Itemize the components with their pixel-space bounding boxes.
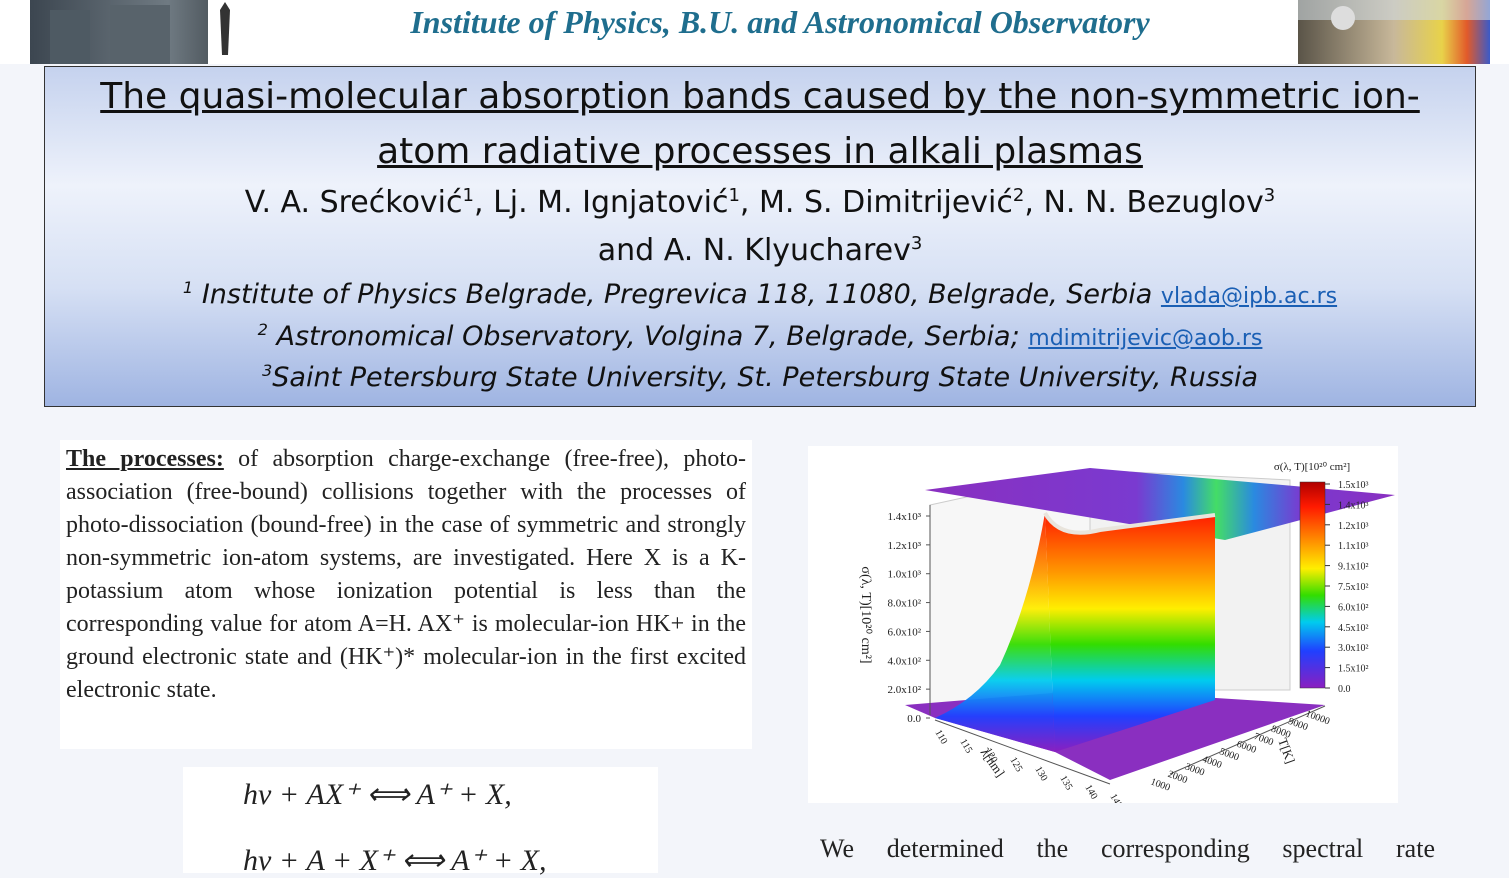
y-axis — [1169, 705, 1326, 775]
figure: σ(λ, T)[10²⁰ cm²] 1.5x10³ 1.4x10³ 1.2x10³ 1.… — [808, 446, 1398, 810]
plot-area: σ(λ, T)[10²⁰ cm²] 1.5x10³ 1.4x10³ 1.2x10³ 1.… — [858, 461, 1395, 810]
colorbar-tick-label: 1.1x10³ — [1338, 541, 1369, 552]
x-label: λ[nm] — [978, 745, 1008, 779]
email: vlada@ipb.ac.rs — [1160, 284, 1338, 309]
right-photo — [1298, 0, 1490, 64]
paragraph: of absorption charge-exchange (free-free… — [66, 446, 746, 703]
affil-marker: 1 — [728, 185, 740, 206]
affil-marker: 2 — [1012, 185, 1025, 206]
plot: σ(λ, T)[10²⁰ cm²] 1.5x10³ 1.4x10³ 1.2x10³ 1.… — [858, 461, 1395, 810]
title-line: atom radiative processes in alkali plasm… — [377, 131, 1143, 172]
colorbar-tick-label: 6.0x10² — [1338, 602, 1369, 613]
author-name: Lj. M. Ignjatović — [493, 185, 729, 220]
x-tick-label: 125 — [1007, 755, 1024, 773]
colorbar-tick-label: 0.0 — [1338, 684, 1351, 695]
left-photo — [30, 0, 260, 64]
colorbar-tick-label: 1.2x10³ — [1338, 521, 1369, 532]
author-name: N. N. Bezuglov — [1043, 185, 1264, 220]
separator: , — [473, 185, 484, 220]
affil-marker: 3 — [1263, 185, 1276, 206]
z-tick-label: 1.0x10³ — [887, 569, 921, 581]
x-tick-label: 115 — [957, 737, 974, 755]
authors: and A. N. Klyucharev3 — [597, 233, 923, 268]
ridge-surface — [935, 513, 1055, 752]
affiliation: 3Saint Petersburg State University, St. … — [44, 361, 1476, 393]
z-tick-label: 1.4x10³ — [887, 511, 921, 523]
affiliation: 2 Astronomical Observatory, Volgina 7, B… — [44, 320, 1476, 352]
equations: hν + AX⁺ ⟺ A⁺ + X, hν + A + X⁺ ⟺ A⁺ + X, — [183, 767, 658, 877]
z-tick-label: 1.2x10³ — [887, 540, 921, 552]
z-tick-label: 6.0x10² — [887, 626, 921, 638]
colorbar-tick-label: 7.5x10² — [1338, 582, 1369, 593]
affil-text: Institute of Physics Belgrade, Pregrevic… — [201, 279, 1153, 310]
colorbar-tick-label: 1.5x10³ — [1338, 480, 1369, 491]
author-name: M. S. Dimitrijević — [759, 185, 1013, 220]
affil-text: Astronomical Observatory, Volgina 7, Bel… — [276, 321, 1020, 352]
continuation-text: We determined the corresponding spectral… — [820, 834, 1435, 863]
title-line: The quasi-molecular absorption bands cau… — [100, 76, 1420, 117]
title-box — [44, 66, 1476, 407]
colorbar-tick-label: 1.5x10² — [1338, 664, 1369, 675]
wall-edge — [1043, 511, 1216, 535]
authors: V. A. Srećković1, Lj. M. Ignjatović1, M.… — [44, 185, 1476, 220]
institution: Institute of Physics, B.U. and Astronomi… — [410, 4, 1150, 40]
body-text: The processes: of absorption charge-exch… — [60, 440, 752, 749]
colorbar-tick-label: 1.4x10³ — [1338, 500, 1369, 511]
z-tick-label: 4.0x10² — [887, 655, 921, 667]
colorbar-label: σ(λ, T)[10²⁰ cm²] — [1274, 461, 1350, 473]
x-tick-label: 145 — [1107, 792, 1124, 803]
top-surface — [925, 468, 1395, 540]
x-tick-label: 140 — [1082, 783, 1099, 801]
x-tick-label: 135 — [1057, 774, 1074, 792]
separator: , — [1024, 185, 1034, 220]
y-label: T[K] — [1275, 736, 1298, 766]
z-tick-label: 0.0 — [907, 713, 921, 725]
z-tick-label: 2.0x10² — [887, 684, 921, 696]
equation: hν + A + X⁺ ⟺ A⁺ + X, — [243, 844, 547, 877]
lead: The processes: — [66, 446, 224, 472]
x-axis — [934, 719, 1111, 785]
affil-marker: 1 — [182, 278, 194, 297]
x-tick-label: 110 — [932, 728, 949, 746]
colorbar-tick-label: 3.0x10² — [1338, 643, 1369, 654]
colorbar — [1299, 481, 1326, 689]
equation: hν + AX⁺ ⟺ A⁺ + X, — [243, 778, 512, 811]
affil-marker: 3 — [261, 361, 273, 380]
colorbar-tick-label: 9.1x10² — [1338, 562, 1369, 573]
separator: , — [739, 185, 750, 220]
colorbar-tick-label: 4.5x10² — [1338, 623, 1369, 634]
affil-marker: 1 — [462, 185, 474, 206]
affil-marker: 2 — [257, 320, 268, 339]
affil-text: Saint Petersburg State University, St. P… — [272, 362, 1259, 393]
z-label: σ(λ, T)[10²⁰ cm²] — [858, 566, 873, 663]
author-name: V. A. Srećković — [244, 185, 463, 220]
wall-surface — [1045, 513, 1215, 752]
x-tick-label: 130 — [1032, 765, 1049, 783]
z-tick-label: 8.0x10² — [887, 598, 921, 610]
email: mdimitrijevic@aob.rs — [1028, 326, 1263, 351]
affiliation: 1 Institute of Physics Belgrade, Pregrev… — [44, 278, 1476, 310]
